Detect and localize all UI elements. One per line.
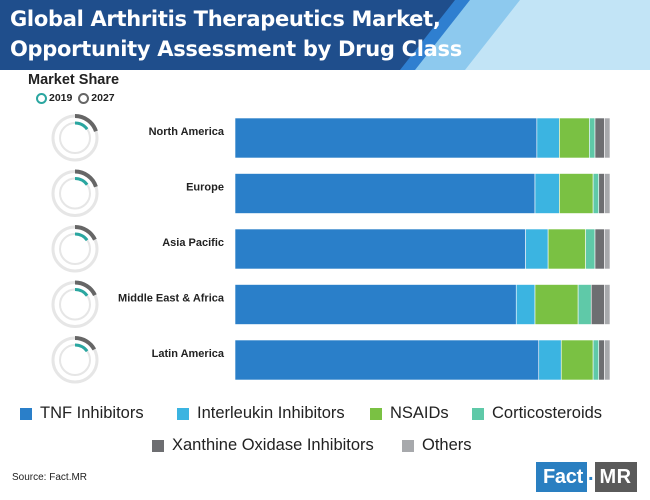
category-label-north-america: North America bbox=[149, 126, 225, 138]
bar-segment-asia-pacific-others bbox=[604, 228, 611, 270]
legend-item-corticosteroids: Corticosteroids bbox=[472, 404, 602, 423]
title-line-2: Opportunity Assessment by Drug Class bbox=[10, 37, 462, 61]
year-key-2019: 2019 bbox=[36, 92, 72, 104]
bar-segment-latin-america-xanthine-oxidase-inhibitors bbox=[598, 339, 605, 381]
ring-arc-2027 bbox=[74, 225, 97, 241]
legend-label: NSAIDs bbox=[390, 404, 449, 422]
legend-item-interleukin-inhibitors: Interleukin Inhibitors bbox=[177, 404, 345, 423]
bar-segment-middle-east-africa-xanthine-oxidase-inhibitors bbox=[590, 284, 605, 325]
bar-segment-asia-pacific-xanthine-oxidase-inhibitors bbox=[594, 228, 605, 270]
ring-arc-2027 bbox=[74, 169, 98, 188]
bar-segment-europe-nsaids bbox=[559, 173, 594, 214]
bar-segment-asia-pacific-nsaids bbox=[547, 228, 586, 270]
bar-segment-middle-east-africa-nsaids bbox=[534, 284, 579, 325]
year-key-2027: 2027 bbox=[78, 92, 115, 104]
share-ring-north-america bbox=[51, 114, 99, 162]
legend-label: Corticosteroids bbox=[492, 404, 603, 422]
bar-segment-north-america-nsaids bbox=[559, 117, 590, 159]
legend-item-nsaids: NSAIDs bbox=[370, 404, 449, 423]
page-title: Global Arthritis Therapeutics Market, Op… bbox=[10, 4, 480, 64]
ring-arc-2019 bbox=[74, 232, 89, 242]
bar-segment-asia-pacific-interleukin-inhibitors bbox=[525, 228, 549, 270]
category-label-europe: Europe bbox=[186, 182, 224, 194]
category-label-asia-pacific: Asia Pacific bbox=[162, 237, 224, 249]
bar-segment-latin-america-corticosteroids bbox=[592, 339, 600, 381]
bar-segment-middle-east-africa-corticosteroids bbox=[577, 284, 592, 325]
ring-arc-2019 bbox=[74, 343, 89, 353]
category-label-latin-america: Latin America bbox=[152, 348, 225, 360]
bar-segment-europe-corticosteroids bbox=[592, 173, 600, 214]
header-banner: Global Arthritis Therapeutics Market, Op… bbox=[0, 0, 650, 70]
bar-segment-europe-xanthine-oxidase-inhibitors bbox=[598, 173, 605, 214]
header-stripe-dark bbox=[0, 0, 455, 70]
bar-segment-middle-east-africa-interleukin-inhibitors bbox=[515, 284, 536, 325]
share-ring-europe bbox=[51, 169, 99, 217]
bar-segment-latin-america-nsaids bbox=[560, 339, 594, 381]
ring-icon-2027 bbox=[78, 92, 90, 104]
legend-label: Xanthine Oxidase Inhibitors bbox=[172, 436, 374, 454]
share-ring-asia-pacific bbox=[51, 225, 99, 273]
ring-arc-2019 bbox=[74, 288, 89, 297]
legend-item-xanthine-oxidase-inhibitors: Xanthine Oxidase Inhibitors bbox=[152, 436, 374, 455]
share-ring-middle-east-africa bbox=[51, 280, 99, 328]
legend-label: Others bbox=[422, 436, 472, 454]
logo-suffix: MR bbox=[594, 462, 637, 492]
share-ring-latin-america bbox=[51, 336, 99, 384]
ring-arc-2027 bbox=[74, 114, 98, 132]
bar-segment-latin-america-interleukin-inhibitors bbox=[538, 339, 562, 381]
bar-segment-north-america-others bbox=[604, 117, 611, 159]
bar-segment-north-america-xanthine-oxidase-inhibitors bbox=[594, 117, 605, 159]
legend-swatch bbox=[402, 439, 414, 452]
bar-segment-asia-pacific-tnf-inhibitors bbox=[234, 228, 526, 270]
bar-segment-europe-interleukin-inhibitors bbox=[534, 173, 560, 214]
bar-segment-north-america-tnf-inhibitors bbox=[234, 117, 538, 159]
bar-segment-middle-east-africa-tnf-inhibitors bbox=[234, 284, 517, 325]
bar-segment-asia-pacific-corticosteroids bbox=[585, 228, 596, 270]
ring-arc-2019 bbox=[74, 177, 89, 186]
logo-dot: . bbox=[587, 463, 594, 485]
logo-brand: Fact bbox=[536, 462, 587, 492]
year-label-2027: 2027 bbox=[91, 92, 115, 104]
legend-swatch bbox=[20, 407, 32, 420]
stacked-bar-chart: North America Europe Asia Pacific Middle Ea… bbox=[51, 114, 611, 384]
year-key: 2019 2027 bbox=[36, 92, 118, 107]
legend-item-others: Others bbox=[402, 436, 472, 455]
ring-arc-2027 bbox=[74, 336, 97, 351]
bar-segment-north-america-interleukin-inhibitors bbox=[536, 117, 560, 159]
ring-arc-2019 bbox=[74, 121, 89, 131]
factmr-logo: Fact . MR bbox=[536, 462, 640, 492]
legend-swatch bbox=[152, 439, 164, 452]
source-note: Source: Fact.MR bbox=[12, 472, 88, 483]
year-label-2019: 2019 bbox=[49, 92, 73, 104]
bar-segment-middle-east-africa-others bbox=[604, 284, 611, 325]
bar-segment-latin-america-tnf-inhibitors bbox=[234, 339, 540, 381]
ring-icon-2019 bbox=[36, 92, 47, 104]
bar-segment-north-america-corticosteroids bbox=[589, 117, 596, 159]
legend-label: Interleukin Inhibitors bbox=[197, 404, 345, 422]
category-label-middle-east-africa: Middle East & Africa bbox=[118, 293, 225, 305]
legend-swatch bbox=[370, 407, 382, 420]
bar-segment-europe-others bbox=[604, 173, 611, 214]
legend-item-tnf-inhibitors: TNF Inhibitors bbox=[20, 404, 144, 423]
market-share-label: Market Share bbox=[28, 72, 120, 88]
title-line-1: Global Arthritis Therapeutics Market, bbox=[10, 7, 441, 31]
legend-swatch bbox=[177, 407, 189, 420]
legend-swatch bbox=[472, 407, 484, 420]
bar-segment-latin-america-others bbox=[604, 339, 611, 381]
ring-arc-2027 bbox=[74, 280, 97, 297]
bar-segment-europe-tnf-inhibitors bbox=[234, 173, 536, 214]
header-background bbox=[0, 0, 650, 70]
legend-label: TNF Inhibitors bbox=[40, 404, 144, 422]
